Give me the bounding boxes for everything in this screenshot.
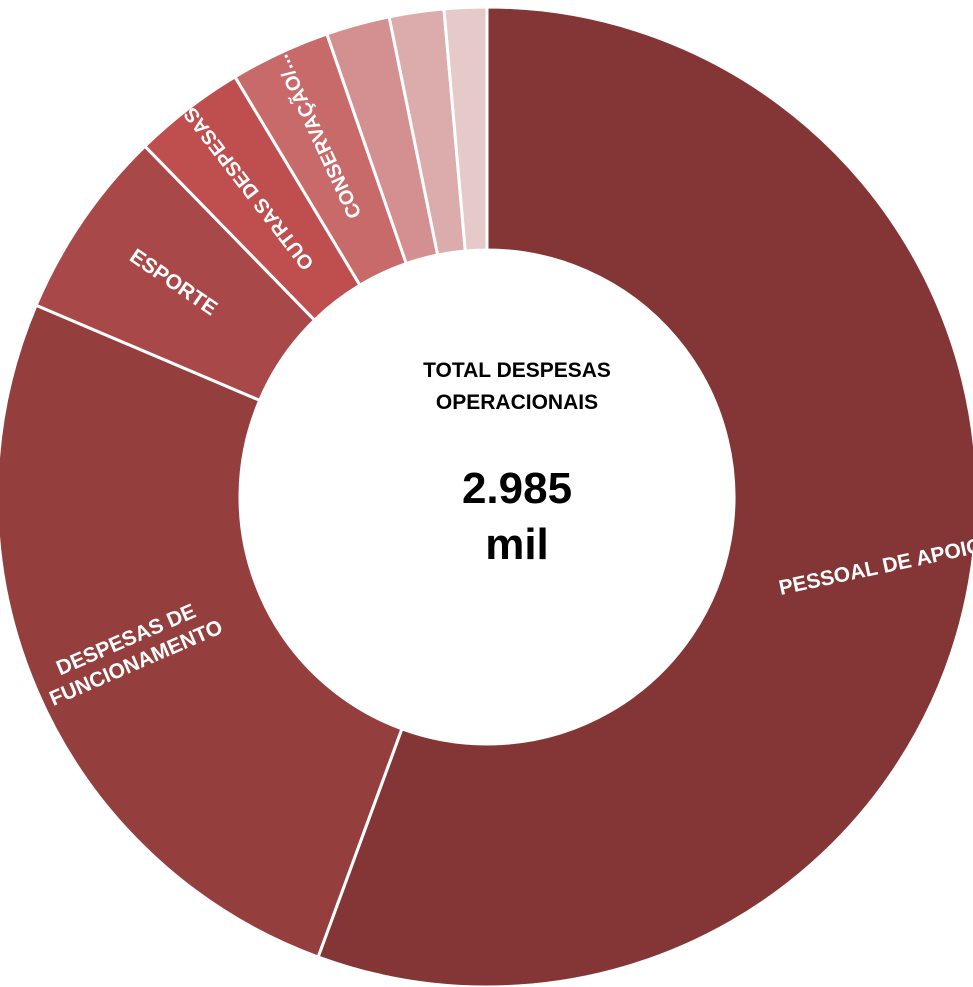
donut-slice — [0, 303, 404, 959]
center-title: TOTAL DESPESAS OPERACIONAIS — [367, 355, 667, 419]
center-total-value: 2.985 mil — [367, 461, 667, 573]
donut-slice — [442, 5, 489, 253]
center-value-unit: mil — [485, 520, 549, 569]
slices-group — [0, 5, 973, 987]
center-title-line-2: OPERACIONAIS — [435, 391, 599, 414]
center-summary: TOTAL DESPESAS OPERACIONAIS 2.985 mil — [367, 355, 667, 573]
center-title-line-1: TOTAL DESPESAS — [423, 359, 611, 382]
center-value-number: 2.985 — [461, 464, 573, 513]
donut-slice — [316, 5, 973, 987]
